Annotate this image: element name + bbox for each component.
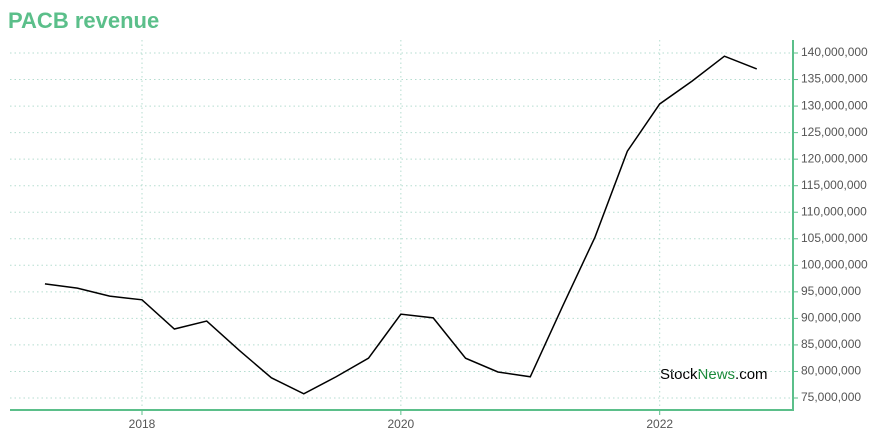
y-tick-label: 105,000,000	[801, 231, 868, 245]
y-tick-label: 80,000,000	[801, 364, 861, 378]
y-tick-label: 135,000,000	[801, 72, 868, 86]
watermark-part: News	[698, 366, 736, 383]
x-tick-label: 2018	[129, 417, 156, 431]
y-tick-label: 140,000,000	[801, 45, 868, 59]
line-series	[44, 55, 758, 395]
y-tick-label: 130,000,000	[801, 98, 868, 112]
y-tick-label: 125,000,000	[801, 125, 868, 139]
y-tick-label: 90,000,000	[801, 311, 861, 325]
watermark-part: Stock	[660, 366, 698, 383]
y-tick-label: 110,000,000	[801, 204, 867, 218]
y-tick-label: 75,000,000	[801, 390, 861, 404]
chart-title: PACB revenue	[8, 8, 159, 33]
x-tick-label: 2022	[646, 417, 673, 431]
x-tick-label: 2020	[388, 417, 415, 431]
watermark: StockNews.com	[660, 366, 768, 383]
y-tick-label: 100,000,000	[801, 257, 868, 271]
y-tick-label: 120,000,000	[801, 151, 868, 165]
y-tick-label: 115,000,000	[801, 178, 867, 192]
y-tick-label: 95,000,000	[801, 284, 861, 298]
watermark-part: .com	[735, 366, 768, 383]
y-tick-label: 85,000,000	[801, 337, 861, 351]
